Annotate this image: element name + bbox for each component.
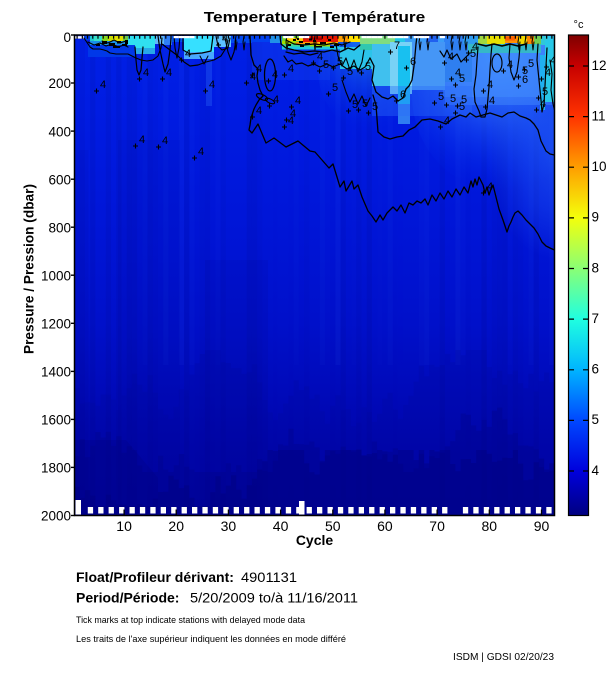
svg-text:5: 5 (459, 73, 465, 85)
svg-text:4: 4 (540, 98, 546, 110)
svg-text:5: 5 (542, 86, 548, 98)
svg-text:12: 12 (592, 58, 607, 73)
svg-text:4: 4 (198, 146, 204, 158)
svg-text:4: 4 (166, 67, 172, 79)
svg-text:5: 5 (522, 65, 528, 77)
svg-text:Cycle: Cycle (296, 532, 334, 548)
svg-text:5: 5 (347, 66, 353, 78)
svg-text:Period/Période:: Period/Période: (76, 589, 179, 605)
svg-text:4: 4 (143, 67, 149, 79)
svg-text:4: 4 (487, 181, 493, 193)
svg-text:1800: 1800 (41, 461, 71, 476)
svg-text:4: 4 (222, 33, 228, 45)
svg-text:5: 5 (362, 98, 368, 110)
svg-text:4: 4 (550, 55, 556, 67)
svg-text:8: 8 (592, 260, 600, 275)
svg-text:4: 4 (288, 115, 294, 127)
svg-text:5: 5 (332, 82, 338, 94)
svg-text:4: 4 (100, 79, 106, 91)
svg-text:4: 4 (162, 135, 168, 147)
svg-text:4: 4 (455, 67, 461, 79)
svg-text:4: 4 (487, 79, 493, 91)
svg-text:5: 5 (470, 48, 476, 60)
svg-text:4901131: 4901131 (241, 570, 297, 585)
svg-text:Float/Profileur dérivant:: Float/Profileur dérivant: (76, 569, 234, 585)
svg-text:4: 4 (256, 105, 262, 117)
svg-text:800: 800 (48, 220, 71, 235)
svg-text:4: 4 (250, 71, 256, 83)
svg-text:5: 5 (528, 58, 534, 70)
svg-text:1000: 1000 (41, 268, 71, 283)
svg-text:5: 5 (592, 412, 600, 427)
svg-text:5: 5 (365, 61, 371, 73)
svg-text:70: 70 (429, 518, 445, 534)
svg-text:6: 6 (522, 74, 528, 86)
svg-text:2000: 2000 (41, 509, 71, 524)
svg-text:50: 50 (325, 518, 341, 534)
svg-text:5: 5 (352, 99, 358, 111)
svg-text:Pressure / Pression (dbar): Pressure / Pression (dbar) (21, 184, 37, 354)
svg-text:7: 7 (394, 40, 400, 52)
svg-text:4: 4 (256, 63, 262, 75)
svg-text:60: 60 (377, 518, 393, 534)
svg-text:4: 4 (273, 94, 279, 106)
svg-text:4: 4 (139, 134, 145, 146)
svg-text:4: 4 (295, 95, 301, 107)
svg-text:5/20/2009 to/à 11/16/2011: 5/20/2009 to/à 11/16/2011 (190, 590, 358, 605)
svg-text:4: 4 (185, 48, 191, 60)
svg-text:4: 4 (444, 115, 450, 127)
svg-text:9: 9 (592, 210, 600, 225)
svg-text:5: 5 (438, 91, 444, 103)
svg-text:200: 200 (48, 76, 71, 91)
svg-text:4: 4 (592, 463, 600, 478)
svg-text:Tick marks at top indicate sta: Tick marks at top indicate stations with… (76, 615, 306, 625)
svg-text:5: 5 (461, 94, 467, 106)
svg-text:1200: 1200 (41, 317, 71, 332)
svg-text:0: 0 (63, 30, 71, 45)
svg-text:90: 90 (534, 518, 550, 534)
svg-text:30: 30 (221, 518, 237, 534)
svg-text:1400: 1400 (41, 365, 71, 380)
svg-text:10: 10 (116, 518, 132, 534)
svg-text:4: 4 (489, 95, 495, 107)
svg-text:4: 4 (545, 67, 551, 79)
svg-text:5: 5 (459, 101, 465, 113)
svg-text:4: 4 (507, 59, 513, 71)
svg-text:4: 4 (448, 51, 454, 63)
svg-text:°c: °c (574, 19, 584, 31)
svg-text:4: 4 (317, 51, 323, 63)
svg-text:1600: 1600 (41, 413, 71, 428)
svg-text:5: 5 (450, 93, 456, 105)
svg-text:6: 6 (410, 56, 416, 68)
svg-text:4: 4 (472, 41, 478, 53)
svg-text:Les traits de l'axe supérieur: Les traits de l'axe supérieur indiquent … (76, 634, 346, 644)
svg-text:Temperature | Température: Temperature | Température (204, 9, 426, 26)
svg-text:11: 11 (592, 108, 606, 123)
svg-text:4: 4 (272, 69, 278, 81)
svg-text:4: 4 (290, 108, 296, 120)
svg-text:400: 400 (48, 124, 71, 139)
svg-text:5: 5 (323, 59, 329, 71)
svg-text:5: 5 (372, 101, 378, 113)
svg-text:ISDM | GDSI 02/20/23: ISDM | GDSI 02/20/23 (453, 651, 554, 663)
svg-text:40: 40 (273, 518, 289, 534)
svg-text:20: 20 (168, 518, 184, 534)
svg-text:80: 80 (482, 518, 498, 534)
svg-text:6: 6 (592, 362, 600, 377)
svg-text:4: 4 (288, 63, 294, 75)
svg-text:7: 7 (592, 311, 600, 326)
svg-text:4: 4 (209, 79, 215, 91)
svg-text:6: 6 (400, 89, 406, 101)
svg-text:10: 10 (592, 159, 607, 174)
svg-text:5: 5 (337, 56, 343, 68)
svg-text:600: 600 (48, 172, 71, 187)
